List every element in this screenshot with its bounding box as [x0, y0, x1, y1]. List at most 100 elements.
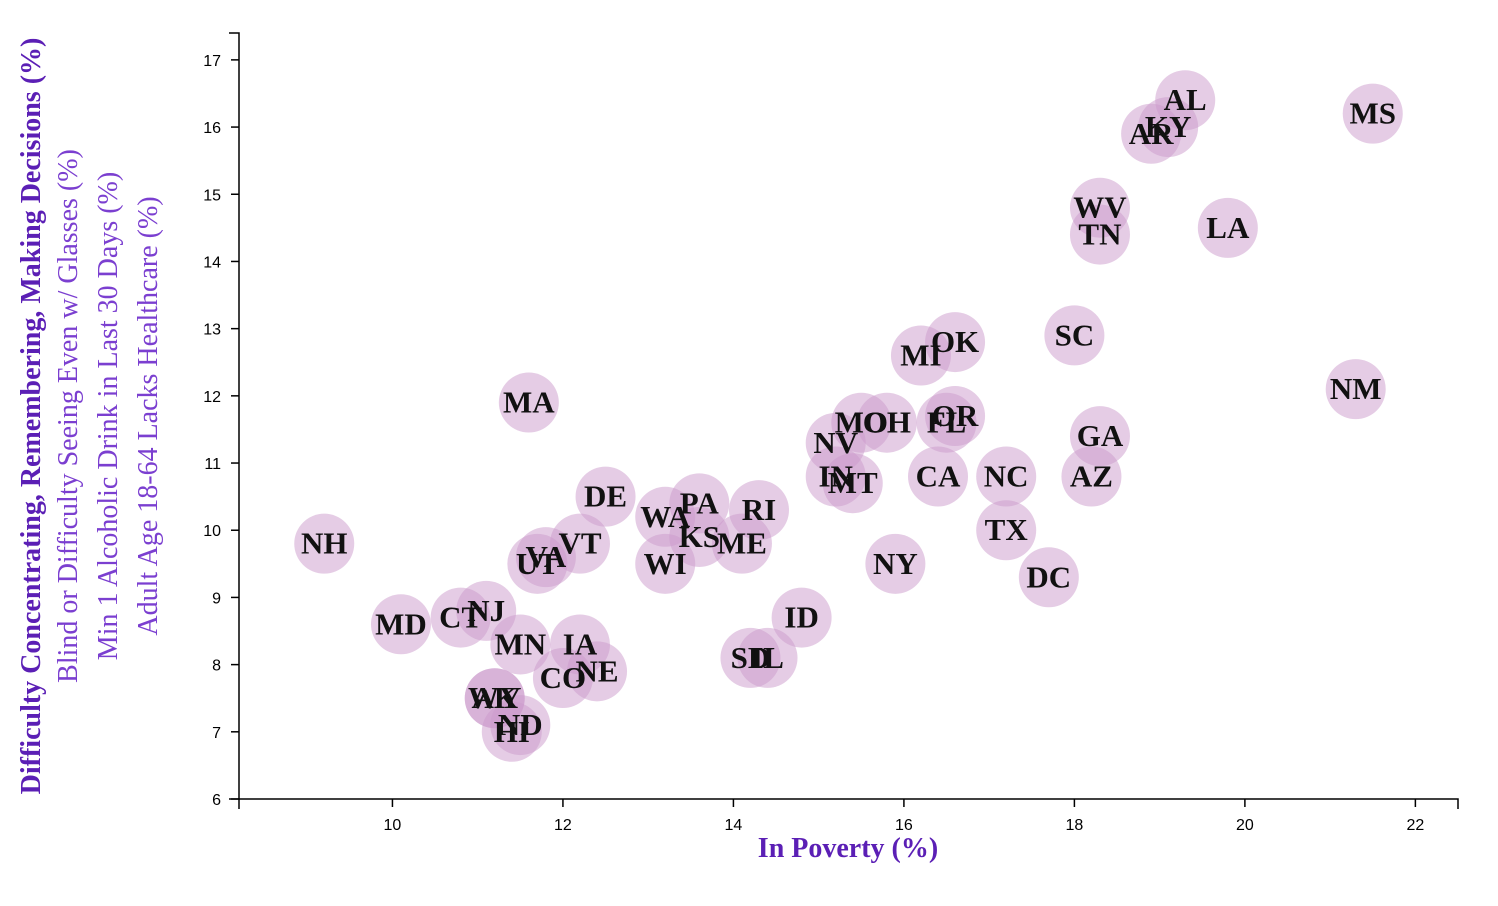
data-point-ms[interactable]: [1342, 83, 1403, 144]
y-tick-label: 16: [203, 120, 221, 137]
point-label-az: AZ: [1070, 458, 1113, 493]
point-label-ga: GA: [1077, 418, 1124, 453]
x-tick-label: 16: [895, 817, 913, 834]
data-point-ny[interactable]: [865, 533, 926, 594]
point-label-md: MD: [375, 606, 427, 641]
data-point-dc[interactable]: [1018, 547, 1079, 608]
data-point-oh[interactable]: [856, 392, 917, 453]
point-label-vt: VT: [558, 526, 601, 561]
data-point-wi[interactable]: [635, 533, 696, 594]
data-point-mt[interactable]: [822, 453, 883, 514]
data-point-ma[interactable]: [498, 372, 559, 433]
point-label-va: VA: [525, 539, 566, 574]
data-point-az[interactable]: [1061, 446, 1122, 507]
data-point-me[interactable]: [711, 513, 772, 574]
point-label-ak: AK: [471, 680, 518, 715]
x-tick-label: 14: [725, 817, 743, 834]
x-tick-label: 22: [1406, 817, 1424, 834]
point-label-or: OR: [932, 398, 979, 433]
data-point-de[interactable]: [575, 466, 636, 527]
data-point-nc[interactable]: [976, 446, 1037, 507]
data-point-co[interactable]: [532, 648, 593, 709]
point-label-wa: WA: [640, 499, 691, 534]
x-axis-ticks: 10 12 14 16 18 20 22: [384, 799, 1424, 834]
point-label-ca: CA: [916, 458, 961, 493]
point-label-wy: WY: [468, 680, 521, 715]
x-axis: 10 12 14 16 18 20 22: [238, 798, 1459, 834]
point-label-ut: UT: [516, 546, 559, 581]
point-label-nc: NC: [984, 458, 1029, 493]
point-label-de: DE: [584, 479, 627, 514]
x-axis-title[interactable]: In Poverty (%): [758, 833, 938, 864]
data-point-mn[interactable]: [490, 614, 551, 675]
point-label-wi: WI: [644, 546, 687, 581]
y-tick-label: 10: [203, 523, 221, 540]
point-label-ia: IA: [563, 626, 598, 661]
point-label-ky: KY: [1145, 109, 1192, 144]
point-label-co: CO: [540, 660, 587, 695]
x-tick-label: 20: [1236, 817, 1254, 834]
point-label-ok: OK: [931, 324, 979, 359]
data-point-tx[interactable]: [976, 500, 1037, 561]
data-point-id[interactable]: [771, 587, 832, 648]
point-label-ms: MS: [1350, 96, 1397, 131]
point-label-me: ME: [717, 526, 767, 561]
y-axis-title-1[interactable]: Blind or Difficulty Seeing Even w/ Glass…: [53, 149, 84, 683]
point-label-mn: MN: [494, 626, 546, 661]
point-label-in: IN: [818, 458, 852, 493]
data-point-hi[interactable]: [481, 701, 542, 762]
point-label-wv: WV: [1073, 190, 1127, 225]
y-axis-titles: Difficulty Concentrating, Remembering, M…: [16, 38, 164, 795]
y-tick-label: 17: [203, 53, 221, 70]
point-label-mi: MI: [900, 338, 941, 373]
point-label-la: LA: [1206, 210, 1250, 245]
point-label-oh: OH: [863, 405, 911, 440]
x-tick-label: 10: [384, 817, 402, 834]
x-axis-line: [238, 798, 1459, 809]
data-point-or[interactable]: [925, 386, 986, 446]
point-label-ne: NE: [575, 653, 618, 688]
point-label-ar: AR: [1129, 116, 1174, 151]
y-axis-line: [229, 32, 240, 800]
data-point-tn[interactable]: [1069, 204, 1130, 265]
point-label-nj: NJ: [467, 593, 505, 628]
x-tick-label: 18: [1066, 817, 1084, 834]
data-point-nm[interactable]: [1325, 359, 1386, 420]
data-point-il[interactable]: [737, 627, 798, 688]
data-point-nh[interactable]: [294, 513, 355, 574]
y-tick-label: 9: [212, 590, 221, 607]
y-axis-title-3[interactable]: Adult Age 18-64 Lacks Healthcare (%): [133, 196, 164, 635]
point-label-nv: NV: [813, 425, 858, 460]
point-label-pa: PA: [680, 485, 720, 520]
point-label-mo: MO: [835, 405, 888, 440]
data-point-ar[interactable]: [1121, 103, 1182, 164]
point-label-ks: KS: [679, 519, 720, 554]
y-axis-title-0[interactable]: Difficulty Concentrating, Remembering, M…: [16, 38, 47, 795]
y-tick-label: 13: [203, 322, 221, 339]
point-label-dc: DC: [1026, 559, 1071, 594]
point-label-ri: RI: [742, 492, 776, 527]
y-axis: 6 7 8 9 10 11 12 13 14 15 16 17: [203, 32, 240, 809]
data-point-ca[interactable]: [908, 446, 969, 507]
y-tick-label: 15: [203, 187, 221, 204]
point-label-fl: FL: [927, 405, 967, 440]
point-label-mt: MT: [828, 465, 878, 500]
point-label-hi: HI: [494, 714, 530, 749]
y-tick-label: 12: [203, 389, 221, 406]
y-tick-label: 11: [204, 456, 221, 473]
point-label-tx: TX: [985, 512, 1029, 547]
data-point-mi[interactable]: [890, 325, 951, 386]
data-point-md[interactable]: [370, 594, 431, 655]
point-label-ny: NY: [873, 546, 918, 581]
y-tick-label: 7: [212, 725, 221, 742]
point-label-tn: TN: [1078, 217, 1121, 252]
y-axis-title-2[interactable]: Min 1 Alcoholic Drink in Last 30 Days (%…: [93, 172, 124, 660]
point-label-nh: NH: [301, 526, 348, 561]
y-tick-label: 8: [212, 658, 221, 675]
data-point-sc[interactable]: [1044, 305, 1105, 366]
data-point-la[interactable]: [1197, 197, 1258, 258]
data-point-ut[interactable]: [507, 533, 568, 594]
